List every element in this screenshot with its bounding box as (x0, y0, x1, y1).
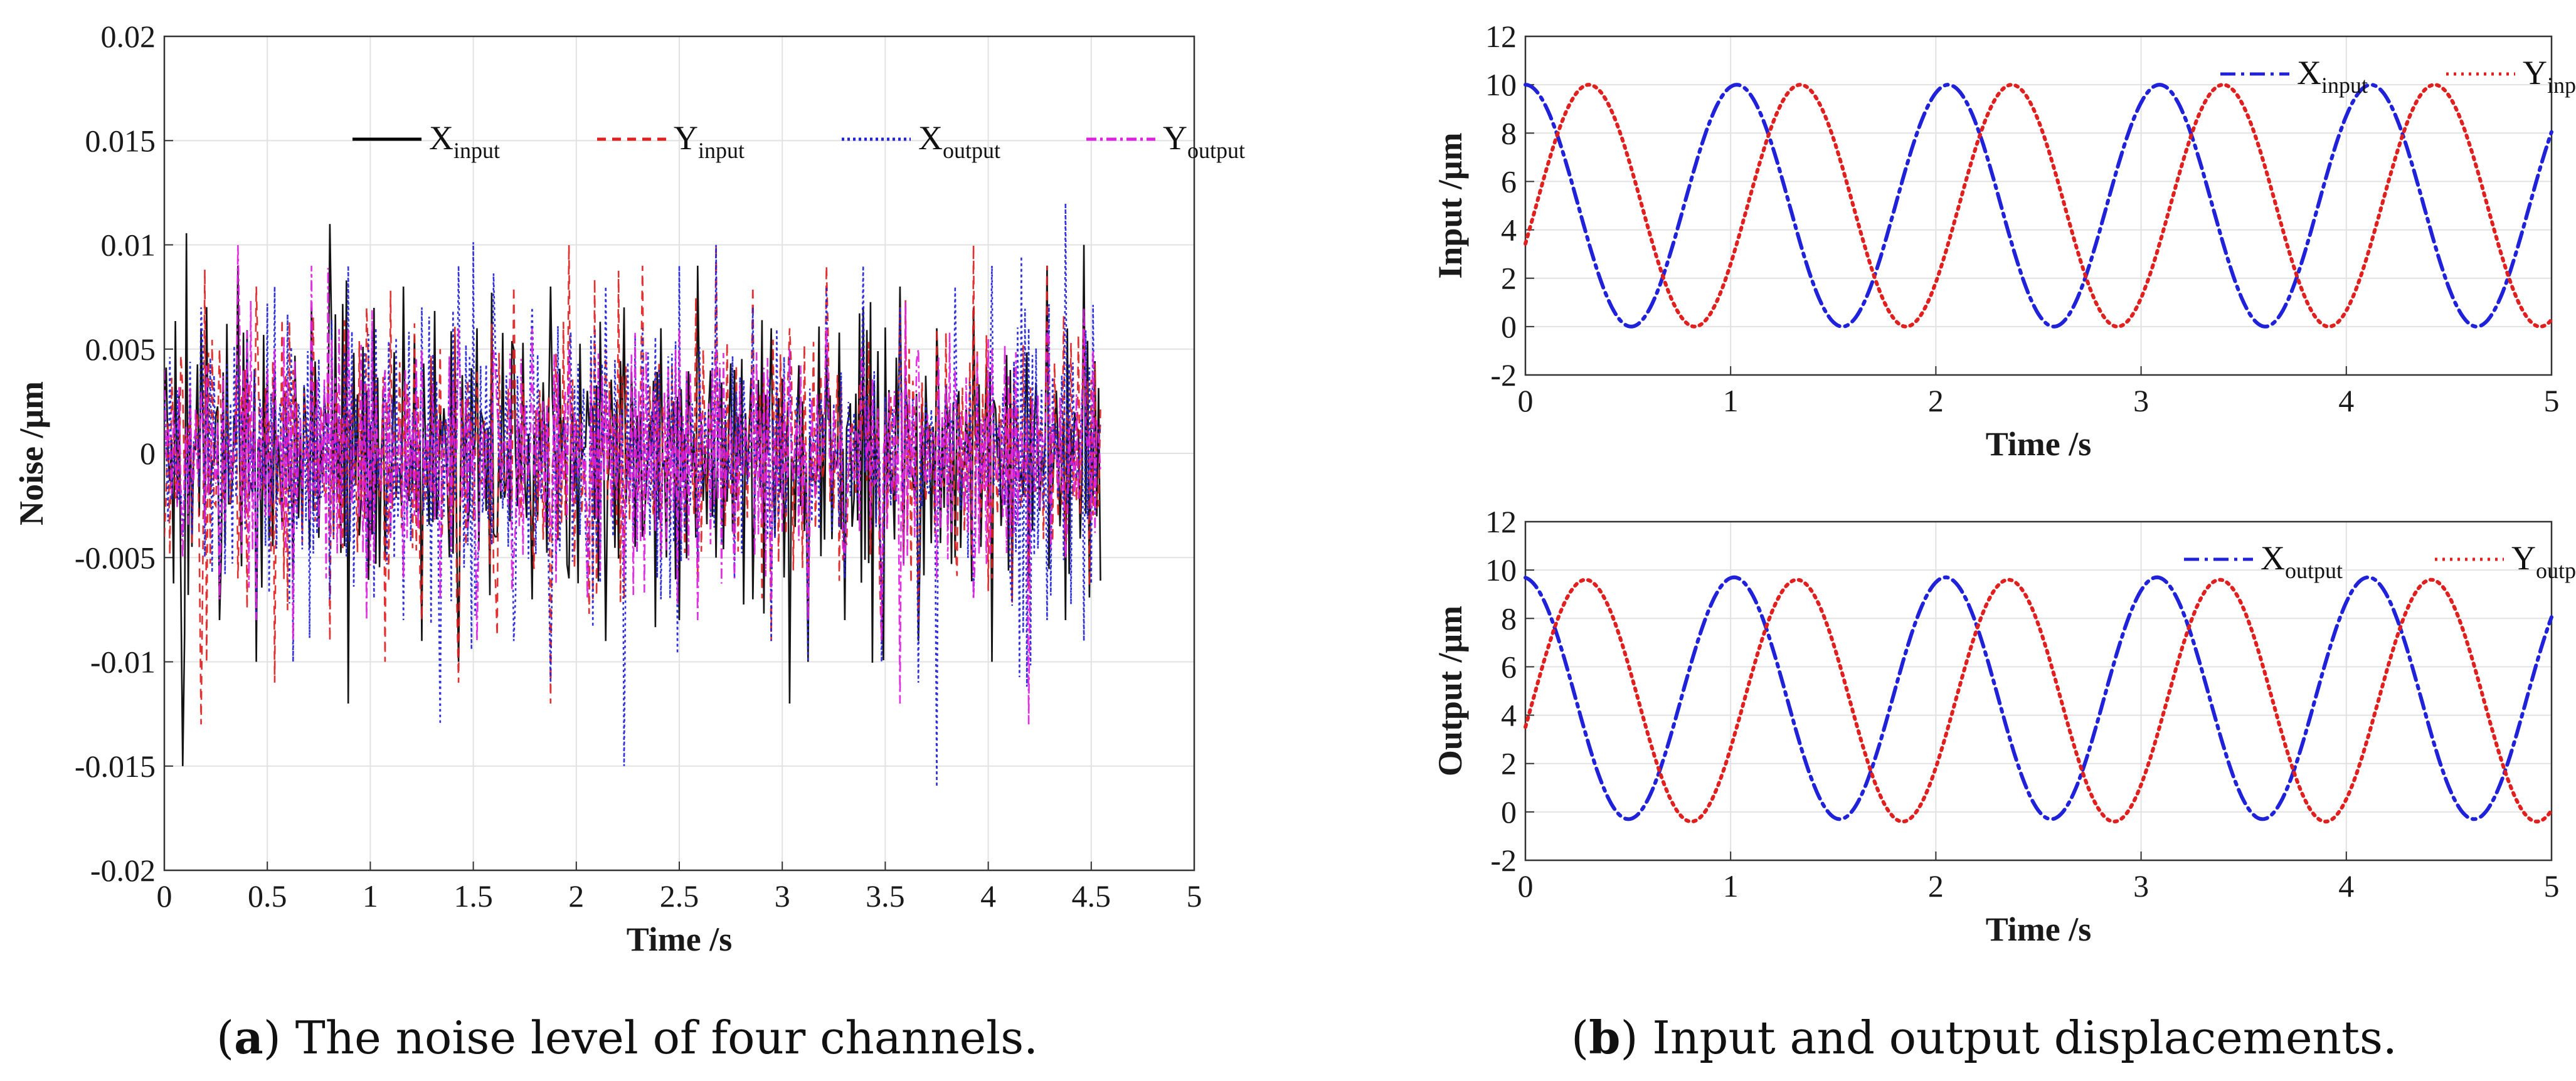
noise-y-tick-label: 0.005 (85, 332, 156, 367)
output-series-y-output (1524, 577, 2553, 824)
input-y-tick-label: 4 (1501, 213, 1517, 248)
noise-x-tick-label: 4.5 (1072, 878, 1111, 914)
noise-legend-entry: Xoutput (842, 119, 1000, 163)
input-legend-label: Xinput (2297, 54, 2368, 98)
input-legend-entry: Yinput (2446, 54, 2576, 98)
noise-series-x-output (164, 203, 1101, 788)
input-x-tick-label: 0 (1518, 383, 1534, 418)
output-legend-label: Xoutput (2261, 539, 2343, 583)
noise-x-tick-label: 1.5 (453, 878, 493, 914)
output-y-tick-label: 2 (1501, 746, 1517, 781)
input-y-tick-label: 8 (1501, 115, 1517, 150)
caption-a-letter: a (234, 1011, 263, 1064)
output-y-tick-label: 4 (1501, 698, 1517, 733)
output-x-tick-label: 3 (2133, 868, 2149, 904)
noise-x-tick-label: 2.5 (660, 878, 699, 914)
noise-legend-label: Youtput (1163, 119, 1245, 163)
input-x-tick-label: 3 (2133, 383, 2149, 418)
caption-b-text: Input and output displacements. (1652, 1011, 2397, 1064)
caption-a: (a) The noise level of four channels. (216, 1011, 1039, 1064)
output-y-tick-label: 12 (1485, 504, 1517, 539)
noise-y-tick-label: 0.01 (101, 228, 156, 263)
noise-y-tick-label: -0.005 (75, 540, 156, 575)
noise-legend-entry: Youtput (1086, 119, 1245, 163)
output-legend-entry: Xoutput (2184, 539, 2343, 583)
noise-legend-label: Yinput (674, 119, 745, 163)
output-axes-frame (1524, 520, 2553, 862)
input-x-tick-label: 4 (2338, 383, 2354, 418)
input-y-tick-label: 10 (1485, 67, 1517, 102)
output-y-axis-label: Output /μm (1431, 606, 1469, 776)
noise-series-y-output (164, 245, 1101, 725)
input-y-tick-label: -2 (1490, 357, 1517, 393)
noise-y-tick-label: -0.015 (75, 749, 156, 784)
output-x-tick-label: 0 (1518, 868, 1534, 904)
input-plot-area (1525, 36, 2552, 375)
input-y-tick-label: 6 (1501, 164, 1517, 199)
output-legend-entry: Youtput (2435, 539, 2576, 583)
noise-x-tick-label: 4 (980, 878, 996, 914)
noise-x-tick-label: 0.5 (248, 878, 287, 914)
noise-y-tick-label: 0.02 (101, 19, 156, 54)
noise-legend-entry: Yinput (597, 119, 745, 163)
noise-y-axis-label: Noise /μm (13, 381, 50, 525)
input-y-axis-label: Input /μm (1431, 132, 1469, 278)
output-y-tick-label: -2 (1490, 843, 1517, 878)
noise-x-axis-label: Time /s (627, 920, 733, 958)
noise-x-tick-label: 5 (1187, 878, 1202, 914)
input-y-tick-label: 2 (1501, 261, 1517, 296)
noise-legend-entry: Xinput (352, 119, 500, 163)
noise-axes-frame (163, 35, 1195, 872)
input-series-y-input (1524, 83, 2553, 329)
input-x-tick-label: 1 (1723, 383, 1739, 418)
noise-x-tick-label: 1 (363, 878, 378, 914)
noise-y-tick-label: -0.02 (90, 853, 156, 888)
caption-b: (b) Input and output displacements. (1571, 1011, 2397, 1064)
noise-chart: 0 0.5 1 1.5 2 2.5 3 3.5 4 4.5 5 -0.02 -0.015 -0.01 -0.… (13, 19, 1245, 958)
noise-x-tick-label: 3 (775, 878, 790, 914)
output-x-axis-label: Time /s (1986, 910, 2092, 948)
noise-y-tick-label: -0.01 (90, 645, 156, 680)
input-x-tick-label: 5 (2544, 383, 2560, 418)
output-y-tick-label: 8 (1501, 601, 1517, 636)
output-series-x-output (1524, 575, 2553, 821)
output-x-tick-label: 4 (2338, 868, 2354, 904)
caption-b-letter: b (1589, 1011, 1621, 1064)
noise-x-tick-label: 3.5 (866, 878, 905, 914)
caption-a-text: The noise level of four channels. (295, 1011, 1039, 1064)
input-x-tick-label: 2 (1928, 383, 1944, 418)
input-axes-frame (1524, 35, 2553, 376)
noise-y-tick-label: 0.015 (85, 123, 156, 158)
noise-legend-label: Xinput (429, 119, 500, 163)
noise-legend-label: Xoutput (918, 119, 1000, 163)
noise-y-tick-label: 0 (140, 436, 156, 471)
noise-x-tick-label: 0 (157, 878, 172, 914)
output-x-tick-label: 5 (2544, 868, 2560, 904)
output-y-tick-label: 6 (1501, 649, 1517, 684)
input-y-tick-label: 0 (1501, 309, 1517, 344)
input-series-x-input (1524, 83, 2553, 329)
output-y-tick-label: 0 (1501, 794, 1517, 830)
output-x-tick-label: 2 (1928, 868, 1944, 904)
output-legend-label: Youtput (2511, 539, 2576, 583)
noise-x-tick-label: 2 (568, 878, 584, 914)
input-legend-label: Yinput (2523, 54, 2576, 98)
output-y-tick-label: 10 (1485, 552, 1517, 588)
input-x-axis-label: Time /s (1986, 425, 2092, 463)
input-y-tick-label: 12 (1485, 19, 1517, 54)
input-legend-entry: Xinput (2220, 54, 2368, 98)
output-x-tick-label: 1 (1723, 868, 1739, 904)
